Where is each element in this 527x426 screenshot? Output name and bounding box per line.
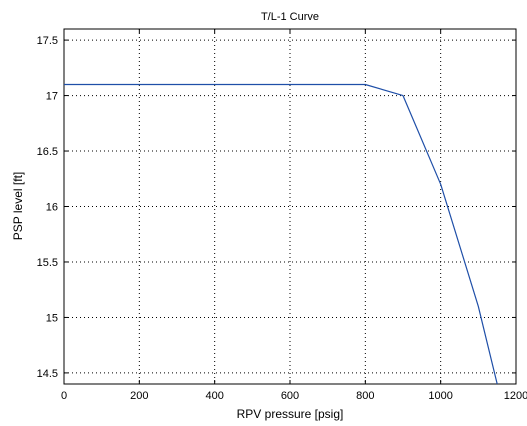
series-group [64,83,498,385]
x-tick-label: 400 [205,390,223,402]
y-tick-label: 14.5 [37,368,58,380]
chart-title: T/L-1 Curve [261,11,319,23]
series-line [64,83,498,385]
x-tick-label: 600 [281,390,299,402]
y-tick-label: 16 [46,202,58,214]
ticks: 0 200 400 600 800 1000 1200 14.5 15 15.5 16 16.5 17 1… [37,29,527,402]
grid [64,29,516,384]
y-tick-label: 16.5 [37,146,58,158]
x-tick-label: 0 [61,390,67,402]
y-tick-label: 15 [46,312,58,324]
x-tick-label: 1200 [504,390,527,402]
y-axis-label: PSP level [ft] [11,172,25,240]
y-tick-label: 17 [46,91,58,103]
x-axis-label: RPV pressure [psig] [237,407,344,421]
y-tick-label: 17.5 [37,35,58,47]
y-tick-label: 15.5 [37,257,58,269]
x-tick-label: 200 [130,390,148,402]
x-tick-label: 800 [356,390,374,402]
x-tick-label: 1000 [428,390,452,402]
